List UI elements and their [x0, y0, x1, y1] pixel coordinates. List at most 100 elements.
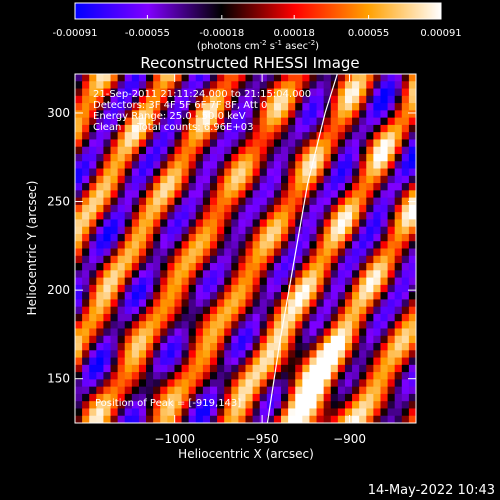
heatmap-cell [209, 321, 218, 330]
heatmap-cell [252, 350, 261, 359]
heatmap-cell [366, 81, 374, 90]
heatmap-cell [117, 270, 126, 279]
heatmap-cell [103, 241, 112, 250]
heatmap-cell [202, 139, 211, 148]
heatmap-cell [146, 343, 154, 351]
heatmap-cell [202, 124, 211, 133]
heatmap-cell [245, 292, 254, 300]
heatmap-cell [138, 226, 147, 235]
heatmap-cell [224, 233, 232, 242]
heatmap-cell [394, 139, 403, 148]
heatmap-cell [138, 168, 147, 177]
heatmap-cell [110, 393, 119, 402]
heatmap-cell [352, 357, 360, 366]
heatmap-cell [408, 110, 416, 119]
heatmap-cell [259, 161, 268, 170]
heatmap-cell [323, 393, 332, 402]
heatmap-cell [295, 117, 303, 126]
heatmap-cell [394, 415, 403, 423]
heatmap-cell [89, 88, 97, 97]
heatmap-cell [217, 124, 225, 133]
heatmap-cell [117, 255, 126, 264]
heatmap-cell [323, 132, 332, 141]
heatmap-cell [124, 306, 133, 315]
heatmap-cell [252, 219, 261, 228]
heatmap-cell [160, 313, 168, 322]
heatmap-cell [89, 350, 97, 359]
heatmap-cell [387, 292, 396, 300]
heatmap-cell [380, 321, 389, 330]
heatmap-cell [302, 81, 311, 90]
heatmap-cell [330, 212, 339, 221]
heatmap-cell [167, 161, 176, 170]
heatmap-cell [217, 81, 225, 90]
heatmap-cell [209, 357, 218, 366]
heatmap-cell [89, 335, 97, 344]
heatmap-cell [231, 204, 239, 213]
heatmap-cell [231, 364, 239, 373]
heatmap-cell [153, 255, 161, 264]
heatmap-cell [281, 328, 289, 337]
heatmap-cell [330, 226, 339, 235]
heatmap-cell [160, 233, 168, 242]
heatmap-cell [174, 139, 183, 148]
heatmap-cell [89, 219, 97, 228]
heatmap-cell [75, 379, 83, 388]
heatmap-cell [103, 226, 112, 235]
heatmap-cell [131, 219, 140, 228]
heatmap-cell [188, 321, 197, 330]
heatmap-cell [231, 357, 239, 366]
heatmap-cell [273, 255, 282, 264]
heatmap-cell [160, 88, 168, 97]
heatmap-cell [167, 277, 176, 286]
heatmap-cell [309, 372, 318, 380]
heatmap-cell [288, 306, 296, 315]
heatmap-cell [209, 263, 218, 271]
heatmap-cell [217, 270, 225, 279]
heatmap-cell [231, 161, 239, 170]
heatmap-cell [259, 408, 268, 417]
heatmap-cell [89, 299, 97, 308]
heatmap-cell [316, 146, 325, 155]
heatmap-cell [103, 255, 112, 264]
heatmap-cell [89, 153, 97, 162]
heatmap-cell [295, 248, 303, 257]
heatmap-cell [96, 183, 105, 191]
heatmap-cell [288, 248, 296, 257]
heatmap-cell [387, 263, 396, 271]
heatmap-cell [337, 161, 346, 170]
heatmap-cell [82, 146, 90, 155]
heatmap-cell [188, 212, 197, 221]
heatmap-cell [131, 117, 140, 126]
heatmap-cell [302, 183, 311, 191]
heatmap-cell [323, 372, 332, 380]
heatmap-cell [288, 153, 296, 162]
heatmap-cell [195, 313, 204, 322]
heatmap-cell [231, 88, 239, 97]
heatmap-cell [153, 219, 161, 228]
heatmap-cell [366, 306, 374, 315]
heatmap-cell [131, 110, 140, 119]
heatmap-cell [295, 386, 303, 395]
heatmap-cell [174, 292, 183, 300]
heatmap-cell [131, 190, 140, 199]
heatmap-cell [408, 386, 416, 395]
heatmap-cell [316, 292, 325, 300]
heatmap-cell [316, 313, 325, 322]
heatmap-cell [138, 248, 147, 257]
heatmap-cell [344, 226, 353, 235]
heatmap-cell [266, 204, 275, 213]
heatmap-cell [330, 277, 339, 286]
heatmap-cell [273, 284, 282, 293]
heatmap-cell [124, 197, 133, 206]
heatmap-cell [394, 270, 403, 279]
heatmap-cell [330, 132, 339, 141]
heatmap-cell [167, 248, 176, 257]
heatmap-cell [89, 306, 97, 315]
heatmap-cell [131, 372, 140, 380]
heatmap-cell [323, 350, 332, 359]
heatmap-cell [188, 343, 197, 351]
heatmap-cell [380, 161, 389, 170]
heatmap-cell [181, 299, 190, 308]
heatmap-cell [167, 233, 176, 242]
